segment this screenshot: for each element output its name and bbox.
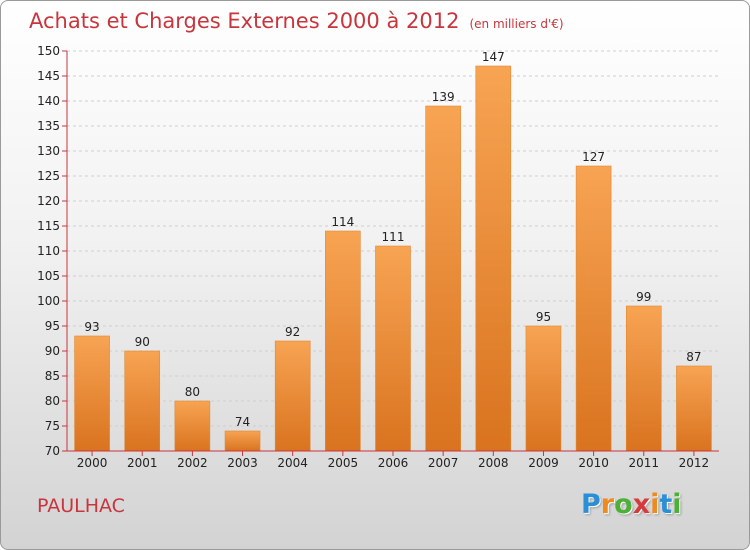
y-tick-label: 115 <box>37 219 60 233</box>
bar <box>625 305 662 452</box>
bar <box>274 340 311 452</box>
bar <box>676 365 712 452</box>
y-tick-label: 135 <box>37 119 60 133</box>
x-tick-label: 2007 <box>428 456 459 470</box>
bar <box>124 350 161 452</box>
bar-value-label: 74 <box>235 415 250 429</box>
bar-value-label: 95 <box>536 310 551 324</box>
y-tick-label: 125 <box>37 169 60 183</box>
bar <box>325 230 361 452</box>
y-tick-label: 110 <box>37 244 60 258</box>
bar <box>425 105 461 452</box>
logo-letter: t <box>659 489 673 520</box>
y-tick-label: 95 <box>45 319 60 333</box>
y-tick-label: 85 <box>45 369 60 383</box>
y-tick-label: 90 <box>45 344 60 358</box>
bar <box>575 165 612 452</box>
x-tick-label: 2002 <box>177 456 208 470</box>
bar <box>174 400 211 452</box>
bar <box>224 430 261 452</box>
y-tick-label: 145 <box>37 69 60 83</box>
bar-value-label: 139 <box>432 90 455 104</box>
y-tick-label: 130 <box>37 144 60 158</box>
y-tick-label: 80 <box>45 394 60 408</box>
y-tick-label: 150 <box>37 44 60 58</box>
x-tick-label: 2008 <box>478 456 509 470</box>
x-tick-label: 2005 <box>328 456 359 470</box>
x-tick-label: 2011 <box>628 456 659 470</box>
bar <box>375 245 411 452</box>
x-tick-label: 2000 <box>77 456 108 470</box>
logo-letter: i <box>672 489 682 520</box>
commune-name: PAULHAC <box>37 495 125 517</box>
bar-value-label: 147 <box>482 50 505 64</box>
logo-letter: P <box>581 489 601 520</box>
x-tick-label: 2012 <box>679 456 710 470</box>
y-tick-label: 70 <box>45 444 60 458</box>
chart-title: Achats et Charges Externes 2000 à 2012 (e… <box>29 9 564 33</box>
x-tick-label: 2010 <box>578 456 609 470</box>
bar-value-label: 87 <box>686 350 701 364</box>
logo-letter: x <box>632 489 651 520</box>
bar <box>74 335 110 452</box>
x-tick-label: 2001 <box>127 456 158 470</box>
y-tick-label: 75 <box>45 419 60 433</box>
proxiti-logo: Proxiti <box>581 489 682 520</box>
axes: 70 75 80 85 90 95 100 105 110 115 120 125 130 135 140 1… <box>37 44 719 470</box>
bars: 93 90 80 74 92 114 111 139 147 95 127 99 87 <box>74 50 712 452</box>
bar-value-label: 92 <box>285 325 300 339</box>
y-tick-label: 140 <box>37 94 60 108</box>
logo-letter: i <box>650 489 660 520</box>
x-tick-label: 2003 <box>227 456 258 470</box>
x-tick-label: 2009 <box>528 456 559 470</box>
logo-letter: r <box>600 489 615 520</box>
chart-unit: (en milliers d'€) <box>469 17 564 31</box>
chart-title-text: Achats et Charges Externes 2000 à 2012 <box>29 9 460 33</box>
logo-letter: o <box>614 489 633 520</box>
bar-value-label: 127 <box>582 150 605 164</box>
bar-value-label: 111 <box>382 230 405 244</box>
y-tick-label: 100 <box>37 294 60 308</box>
y-tick-label: 105 <box>37 269 60 283</box>
bar-value-label: 80 <box>185 385 200 399</box>
bar-value-label: 90 <box>135 335 150 349</box>
bar-value-label: 93 <box>84 320 99 334</box>
bar <box>475 65 512 452</box>
x-tick-label: 2004 <box>277 456 308 470</box>
bar <box>525 325 562 452</box>
y-tick-label: 120 <box>37 194 60 208</box>
bar-value-label: 99 <box>636 290 651 304</box>
bar-value-label: 114 <box>331 215 354 229</box>
x-tick-label: 2006 <box>378 456 409 470</box>
